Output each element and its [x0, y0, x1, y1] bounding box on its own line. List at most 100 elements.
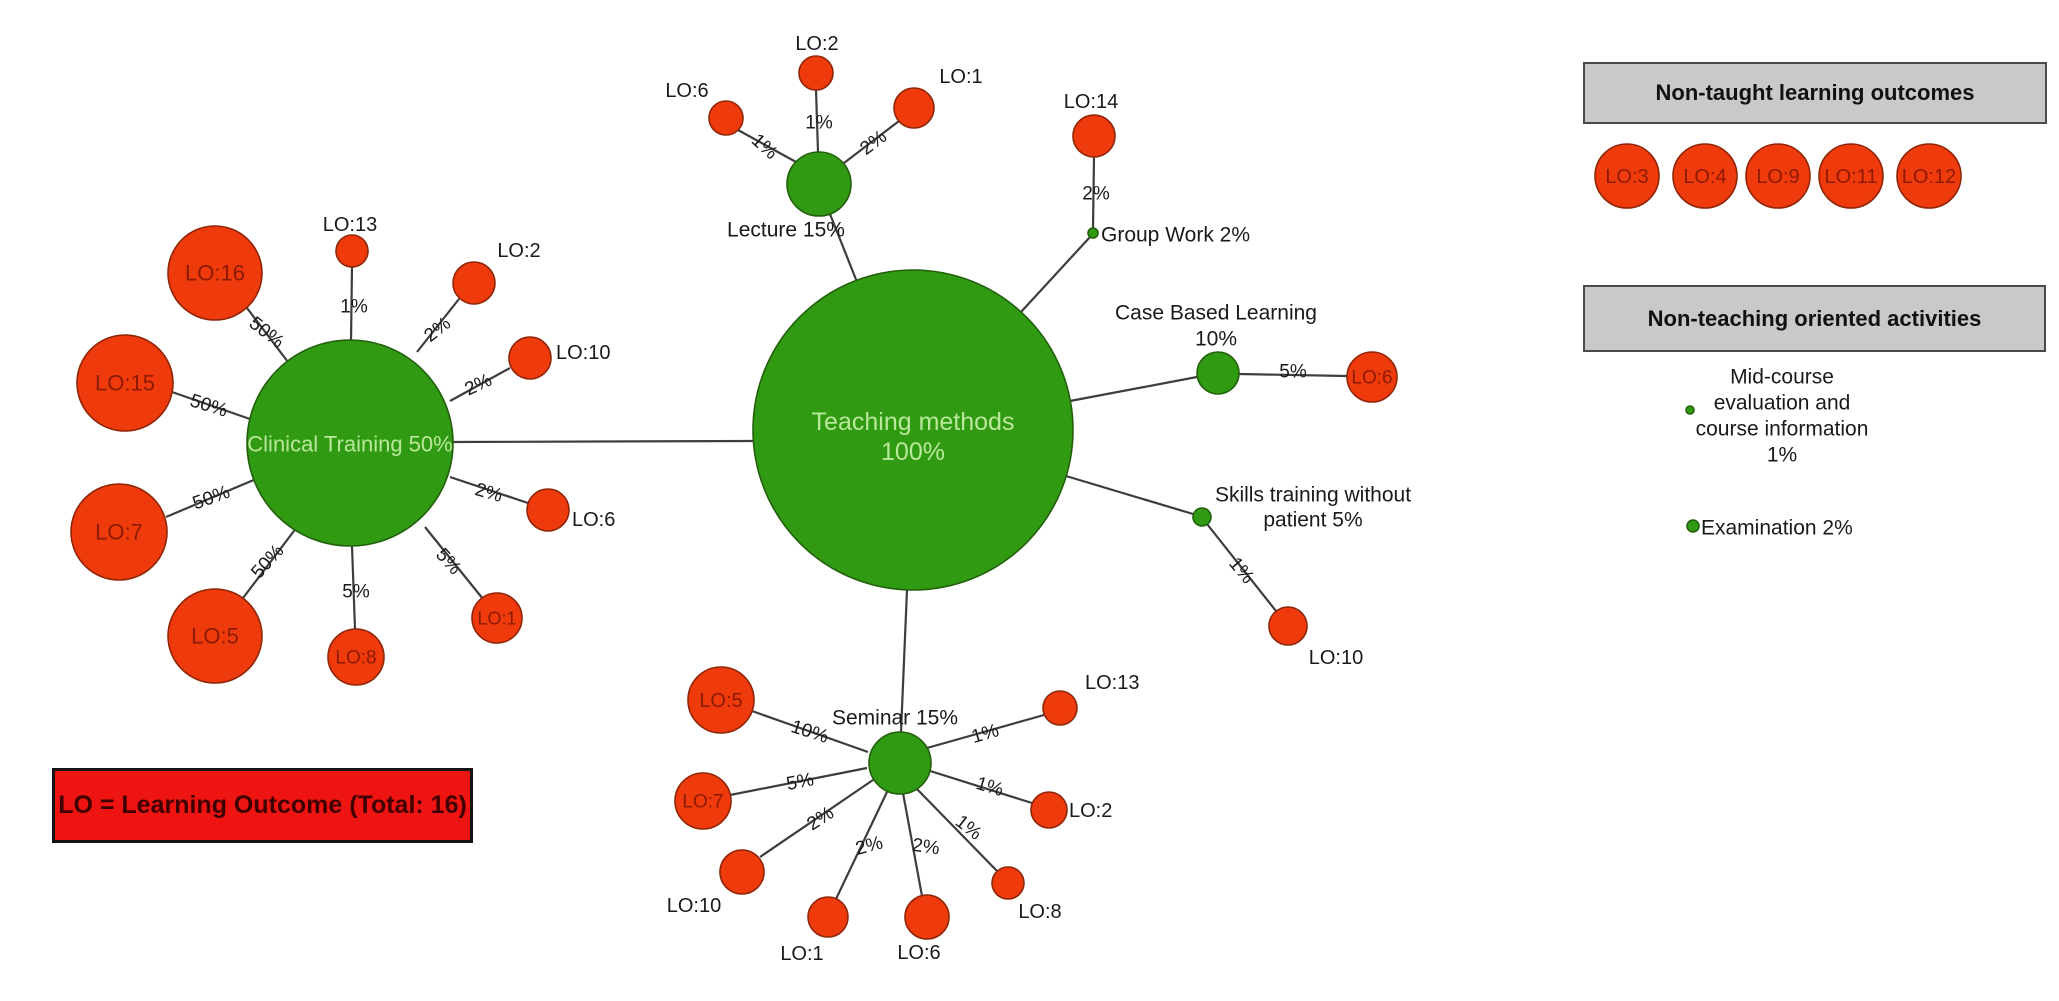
legend-circle-lo3 — [1594, 143, 1660, 209]
edge-clinical-lo15 — [171, 390, 251, 421]
node-lo7-seminar — [674, 772, 732, 830]
edge-lecture-lo1 — [843, 120, 900, 164]
edge-clinical-lo15-label: 50% — [187, 390, 230, 421]
edge-clinical-lo1 — [424, 526, 484, 600]
node-lo7-clinical-label: LO:7 — [95, 520, 143, 545]
node-group-work-dot — [1087, 227, 1099, 239]
node-lo7-clinical — [70, 483, 168, 581]
edge-groupwork-center — [1020, 236, 1091, 313]
label-midcourse-line3: course information — [1696, 417, 1869, 440]
edge-seminar-lo13-label: 1% — [969, 720, 1001, 748]
node-lo5-clinical — [167, 588, 263, 684]
edge-seminar-lo2-label: 1% — [973, 773, 1006, 801]
label-lo1-lecture: LO:1 — [939, 66, 982, 88]
edge-clinical-lo2 — [416, 298, 460, 353]
edge-seminar-lo1 — [835, 791, 888, 900]
edge-seminar-lo10 — [759, 779, 874, 858]
label-lecture: Lecture 15% — [727, 218, 845, 241]
edge-seminar-lo7 — [729, 766, 868, 797]
label-midcourse-line2: evaluation and — [1714, 391, 1851, 414]
legend-circle-lo12-label: LO:12 — [1902, 166, 1956, 188]
edge-seminar-lo1-label: 2% — [853, 832, 885, 859]
legend-circle-lo9 — [1745, 143, 1811, 209]
edge-skills-lo10 — [1206, 523, 1277, 612]
legend-circle-lo9-label: LO:9 — [1756, 166, 1799, 188]
node-lo13-clinical — [335, 234, 369, 268]
label-lo8-seminar: LO:8 — [1018, 901, 1061, 923]
node-lo1-lecture — [893, 87, 935, 129]
legend-circle-lo11-label: LO:11 — [1825, 166, 1878, 188]
edge-clinical-lo10-label: 2% — [462, 370, 496, 401]
legend-dot-examination — [1686, 519, 1700, 533]
edge-clinical-lo16-label: 50% — [245, 313, 288, 353]
node-lo10-clinical — [508, 336, 552, 380]
edge-cbl-lo6 — [1238, 372, 1348, 378]
label-midcourse-line4: 1% — [1767, 443, 1797, 466]
node-lo1-clinical-label: LO:1 — [477, 608, 516, 628]
edge-seminar-lo8 — [914, 786, 998, 872]
edge-clinical-lo16 — [246, 307, 292, 367]
edge-clinical-lo6 — [449, 475, 529, 505]
edge-clinical-center — [452, 439, 754, 444]
edge-lecture-lo2-label: 1% — [805, 113, 833, 134]
node-lo13-seminar — [1042, 690, 1078, 726]
edge-clinical-lo7 — [165, 477, 257, 519]
label-cbl-line1: Case Based Learning — [1115, 301, 1317, 324]
edge-clinical-lo13 — [349, 266, 354, 342]
node-lo7-seminar-label: LO:7 — [682, 792, 723, 813]
edge-cbl-center — [1069, 375, 1198, 403]
node-lo5-seminar — [687, 666, 755, 734]
node-lo8-clinical — [327, 628, 385, 686]
node-lo6-cbl — [1346, 351, 1398, 403]
legend-dot-midcourse — [1685, 405, 1695, 415]
label-lo6-lecture: LO:6 — [665, 80, 708, 102]
node-lo2-clinical — [452, 261, 496, 305]
edge-clinical-lo1-label: 5% — [431, 545, 465, 580]
edge-seminar-lo6 — [901, 792, 924, 897]
node-lo6-clinical — [526, 488, 570, 532]
label-group-work: Group Work 2% — [1101, 223, 1250, 246]
node-lo10-skills — [1268, 606, 1308, 646]
label-lo1-seminar: LO:1 — [780, 943, 823, 965]
edge-cbl-lo6-label: 5% — [1279, 362, 1307, 383]
edge-clinical-lo8 — [350, 545, 357, 630]
label-lo6-seminar: LO:6 — [897, 942, 940, 964]
label-lo2-seminar: LO:2 — [1069, 800, 1112, 822]
node-lo6-lecture — [708, 100, 744, 136]
node-lo8-seminar — [991, 866, 1025, 900]
legend-non-taught-title-box: Non-taught learning outcomes — [1583, 62, 2047, 124]
label-lo10-skills: LO:10 — [1309, 647, 1363, 669]
node-lo2-seminar — [1030, 791, 1068, 829]
edge-clinical-lo8-label: 5% — [342, 582, 370, 603]
node-skills-training-dot — [1192, 507, 1212, 527]
key-box-text: LO = Learning Outcome (Total: 16) — [58, 791, 467, 819]
edge-skills-center — [1065, 474, 1194, 516]
node-lo10-seminar — [719, 849, 765, 895]
node-lo15-clinical-label: LO:15 — [95, 371, 155, 396]
edge-clinical-lo10 — [449, 367, 511, 402]
edge-groupwork-lo14-label: 2% — [1082, 184, 1110, 205]
edge-clinical-lo6-label: 2% — [473, 479, 505, 507]
legend-circle-lo12 — [1896, 143, 1962, 209]
edge-groupwork-lo14 — [1091, 156, 1096, 229]
node-seminar — [868, 731, 932, 795]
node-lo2-lecture — [798, 55, 834, 91]
edge-seminar-lo8-label: 1% — [951, 811, 986, 845]
edge-clinical-lo5 — [242, 526, 298, 599]
label-skills-line1: Skills training without — [1215, 483, 1411, 506]
edge-lecture-center — [828, 213, 859, 283]
edge-lecture-lo2 — [814, 89, 820, 153]
edge-clinical-lo7-label: 50% — [190, 482, 233, 515]
label-seminar: Seminar 15% — [832, 706, 958, 729]
node-lo16-clinical-label: LO:16 — [185, 261, 245, 286]
node-lo5-seminar-label: LO:5 — [699, 690, 742, 712]
node-lecture — [786, 151, 852, 217]
legend-circle-lo3-label: LO:3 — [1605, 166, 1648, 188]
edge-clinical-lo13-label: 1% — [340, 297, 368, 318]
edge-seminar-lo6-label: 2% — [911, 835, 941, 860]
node-lo5-clinical-label: LO:5 — [191, 624, 239, 649]
label-lo2-lecture: LO:2 — [795, 33, 838, 55]
label-lo13-seminar: LO:13 — [1085, 672, 1139, 694]
edge-seminar-center — [899, 589, 909, 733]
